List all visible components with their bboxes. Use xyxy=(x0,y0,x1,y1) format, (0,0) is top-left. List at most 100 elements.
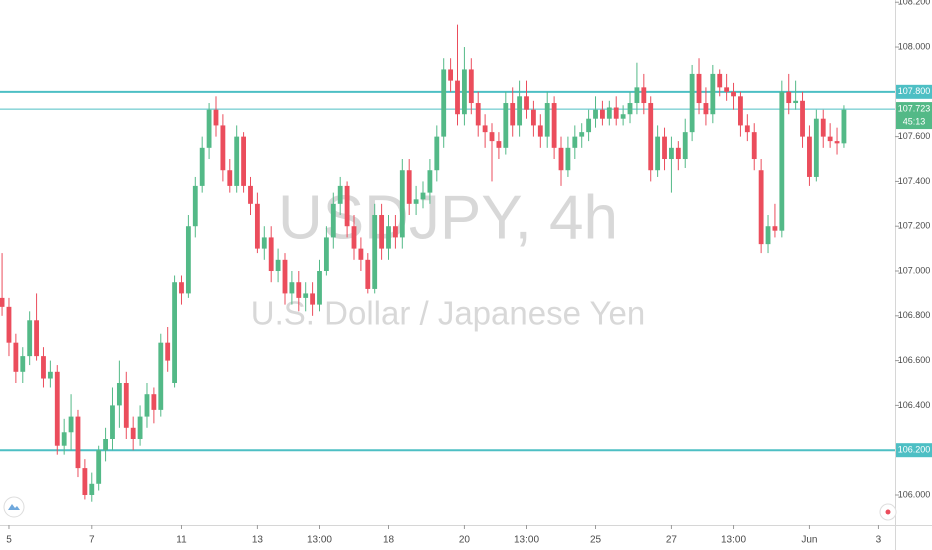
x-tick-label: 5 xyxy=(6,535,12,546)
candle-body xyxy=(461,69,467,115)
x-tick-label: 13:00 xyxy=(514,535,539,546)
level-label: 106.200 xyxy=(898,445,931,455)
candle-body xyxy=(696,73,702,104)
candle-body xyxy=(448,69,454,81)
candle-body xyxy=(724,87,730,92)
candle-body xyxy=(800,100,805,137)
candle-body xyxy=(365,259,371,289)
candle-body xyxy=(116,382,122,406)
candle-body xyxy=(34,320,39,357)
candle-body xyxy=(441,69,447,137)
candle-body xyxy=(503,103,509,148)
candle-body xyxy=(641,87,647,104)
candle-body xyxy=(413,199,419,204)
candle-body xyxy=(351,226,357,249)
level-label: 107.800 xyxy=(898,86,931,96)
candle-body xyxy=(807,136,812,177)
candle-body xyxy=(717,73,723,88)
chart-title: USDJPY, 4h xyxy=(278,183,618,252)
candle-body xyxy=(392,226,398,238)
candle-body xyxy=(261,237,267,249)
candle-body xyxy=(47,371,53,379)
candle-body xyxy=(813,118,819,177)
level-label-box xyxy=(896,84,932,99)
candle-body xyxy=(275,259,281,272)
candle-body xyxy=(675,147,681,160)
y-tick-label: 107.400 xyxy=(898,176,931,186)
candle-body xyxy=(572,136,578,148)
candle-body xyxy=(248,185,253,204)
candle-body xyxy=(20,356,26,372)
x-tick-label: 13:00 xyxy=(721,535,746,546)
candle-body xyxy=(434,136,440,171)
candle-body xyxy=(130,427,136,439)
candle-body xyxy=(634,87,640,104)
candle-body xyxy=(627,103,633,115)
candle-body xyxy=(517,96,523,126)
candle-body xyxy=(110,405,115,439)
y-tick-label: 106.600 xyxy=(898,355,931,365)
candle-body xyxy=(751,132,757,160)
candle-body xyxy=(234,136,240,186)
candle-body xyxy=(648,103,654,171)
candle-body xyxy=(682,132,688,160)
record-dot xyxy=(885,509,891,515)
logo-button[interactable] xyxy=(3,496,25,518)
candle-body xyxy=(89,483,95,495)
candle-body xyxy=(317,271,322,305)
candle-body xyxy=(772,226,778,231)
last-price-box xyxy=(896,102,932,130)
x-tick-label: 25 xyxy=(590,535,602,546)
candle-body xyxy=(827,136,833,142)
candle-body xyxy=(482,125,488,133)
candle-body xyxy=(475,103,481,126)
candle-body xyxy=(565,147,571,171)
candle-body xyxy=(786,91,792,104)
x-tick-label: Jun xyxy=(801,535,817,546)
candle-body xyxy=(151,394,157,410)
candle-body xyxy=(179,282,184,294)
x-tick-label: 11 xyxy=(176,535,187,546)
candle-body xyxy=(793,100,799,104)
candle-body xyxy=(68,416,74,433)
candle-body xyxy=(406,170,412,204)
candle-body xyxy=(834,141,840,144)
candle-body xyxy=(358,248,364,260)
candle-body xyxy=(537,125,543,137)
level-label-box xyxy=(896,443,932,458)
candle-body xyxy=(758,170,764,245)
candle-body xyxy=(427,170,433,193)
candle-body xyxy=(662,136,667,160)
candle-body xyxy=(172,282,177,383)
candle-body xyxy=(254,203,260,249)
candle-body xyxy=(227,170,233,186)
candle-body xyxy=(765,226,771,245)
record-button[interactable] xyxy=(879,503,897,521)
candle-body xyxy=(61,432,67,446)
candle-body xyxy=(586,118,592,133)
candle-body xyxy=(241,136,247,186)
candle-body xyxy=(655,136,661,171)
countdown: 45:13 xyxy=(903,116,926,126)
candle-body xyxy=(96,450,102,484)
candle-body xyxy=(710,73,716,115)
candle-body xyxy=(738,96,743,126)
candle-body xyxy=(206,109,212,148)
candle-body xyxy=(510,103,516,126)
logo-icon xyxy=(8,504,20,510)
candle-body xyxy=(372,215,378,289)
x-tick-label: 18 xyxy=(383,535,395,546)
candle-body xyxy=(27,320,33,357)
candle-body xyxy=(468,69,474,104)
candle-body xyxy=(689,73,695,133)
candle-body xyxy=(455,80,460,115)
candle-body xyxy=(220,125,226,171)
candle-body xyxy=(137,416,143,439)
y-tick-label: 106.400 xyxy=(898,400,931,410)
candle-body xyxy=(54,371,60,446)
y-tick-label: 106.000 xyxy=(898,489,931,499)
candle-body xyxy=(344,185,350,227)
candle-body xyxy=(613,107,619,119)
